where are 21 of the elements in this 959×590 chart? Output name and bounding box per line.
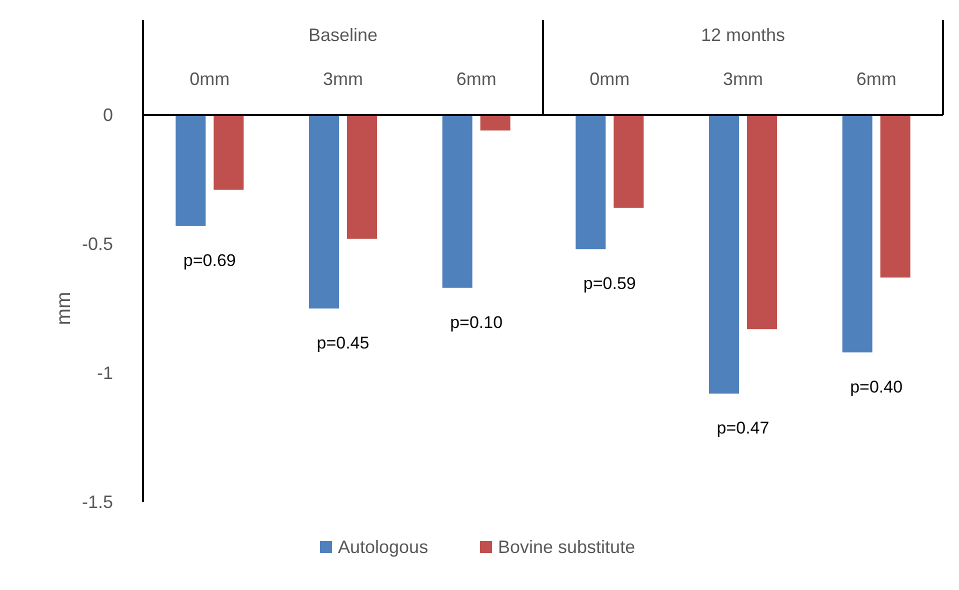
- y-tick-label: -0.5: [82, 234, 113, 254]
- x-tick-label: 6mm: [456, 69, 496, 89]
- y-tick-label: -1: [96, 363, 113, 383]
- annotation: p=0.47: [716, 418, 770, 438]
- text: 12 months: [700, 25, 786, 45]
- legend-label: Autologous: [338, 537, 428, 557]
- annotation: p=0.45: [316, 334, 370, 352]
- annotation: p=0.69: [183, 250, 236, 270]
- x-tick-label: 0mm: [190, 69, 230, 89]
- annotation: p=0.59: [583, 274, 636, 294]
- y-axis-title: mm: [53, 292, 75, 326]
- x-tick-label: 0mm: [590, 69, 630, 89]
- annotation: p=0.40: [850, 377, 903, 396]
- y-tick-label: 0: [102, 105, 113, 125]
- y-tick-label: -1.5: [82, 492, 113, 512]
- text: Baseline: [308, 25, 378, 45]
- legend-label: Bovine substitute: [498, 537, 636, 557]
- x-tick-label: 6mm: [856, 69, 896, 89]
- x-tick-label: 3mm: [323, 69, 363, 89]
- x-tick-label: 3mm: [723, 69, 763, 89]
- annotation: p=0.10: [450, 312, 503, 332]
